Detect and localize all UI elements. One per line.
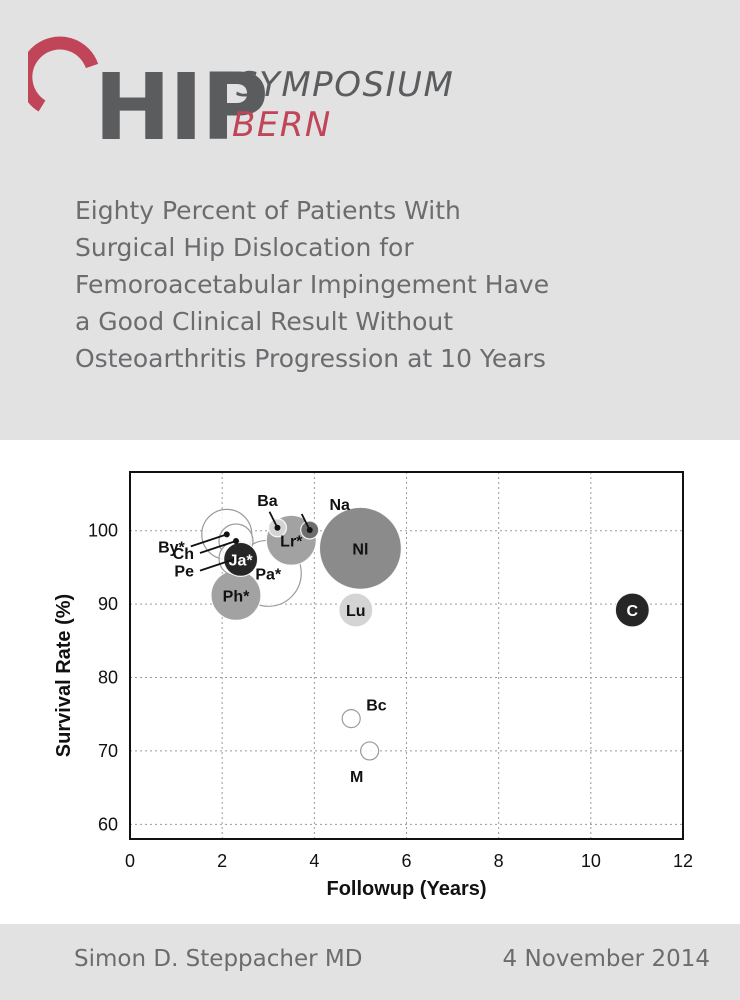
leader-line bbox=[199, 557, 237, 572]
leader-dot bbox=[306, 526, 313, 533]
bubble-label: Ba bbox=[257, 493, 278, 510]
bubble-nl bbox=[318, 506, 403, 590]
leader-dot bbox=[274, 524, 281, 531]
x-tick-label: 10 bbox=[581, 851, 601, 871]
bubble-label: Na bbox=[329, 497, 350, 514]
bubble-label: Ch bbox=[173, 546, 194, 563]
title-line: Surgical Hip Dislocation for bbox=[75, 233, 414, 262]
bubble-label: M bbox=[350, 769, 363, 786]
bubble-label: Lu bbox=[346, 603, 366, 620]
x-axis-label: Followup (Years) bbox=[326, 878, 486, 900]
chart-panel: 0 2 4 6 8 10 12 60 70 80 90 100 By* Ch Pe Pa* Ph* Ja* Ba L… bbox=[0, 440, 740, 924]
bubble-label: C bbox=[627, 603, 639, 620]
title-line: Osteoarthritis Progression at 10 Years bbox=[75, 344, 546, 373]
bubbles bbox=[201, 506, 650, 761]
bubble-label: Pe bbox=[174, 564, 194, 581]
x-tick-label: 0 bbox=[125, 851, 135, 871]
y-tick-label: 90 bbox=[98, 594, 118, 614]
presentation-date: 4 November 2014 bbox=[502, 946, 710, 972]
leader-line bbox=[199, 540, 237, 554]
y-axis-label: Survival Rate (%) bbox=[53, 594, 75, 757]
y-tick-label: 60 bbox=[98, 814, 118, 834]
x-tick-label: 6 bbox=[401, 851, 411, 871]
bubble-label: By* bbox=[158, 539, 185, 556]
title-line: Femoroacetabular Impingement Have bbox=[75, 270, 550, 299]
presentation-title: Eighty Percent of Patients With Surgical… bbox=[75, 192, 715, 377]
hip-symposium-logo: HIP SYMPOSIUM BERN bbox=[28, 28, 468, 154]
bubble-bc bbox=[341, 709, 361, 729]
bubble-ja-star bbox=[223, 541, 259, 577]
logo-hip-text: HIP bbox=[94, 54, 269, 161]
x-tick-label: 12 bbox=[673, 851, 693, 871]
bubble-label: Lr* bbox=[280, 533, 303, 550]
title-line: a Good Clinical Result Without bbox=[75, 307, 454, 336]
leader-lines bbox=[190, 511, 313, 572]
bubble-label: Ja* bbox=[229, 552, 254, 569]
x-tick-label: 8 bbox=[494, 851, 504, 871]
bubble-m bbox=[360, 741, 380, 761]
y-tick-label: 100 bbox=[88, 521, 118, 541]
title-line: Eighty Percent of Patients With bbox=[75, 196, 461, 225]
leader-dot bbox=[223, 531, 230, 538]
x-tick-label: 4 bbox=[309, 851, 319, 871]
bubble-label: Pa* bbox=[255, 566, 282, 583]
bubble-c bbox=[614, 592, 650, 628]
axis-ticks: 0 2 4 6 8 10 12 60 70 80 90 100 bbox=[88, 521, 693, 871]
header: HIP SYMPOSIUM BERN Eighty Percent of Pat… bbox=[0, 0, 740, 440]
logo-bern-text: BERN bbox=[232, 105, 332, 145]
author-name: Simon D. Steppacher MD bbox=[74, 946, 363, 972]
y-tick-label: 70 bbox=[98, 741, 118, 761]
logo-symposium-text: SYMPOSIUM bbox=[236, 65, 455, 105]
plot-frame bbox=[129, 471, 684, 840]
hip-joint-arc-icon bbox=[28, 36, 99, 112]
leader-dot bbox=[232, 555, 239, 562]
bubble-label: Ph* bbox=[223, 588, 250, 605]
leader-line bbox=[190, 533, 228, 548]
bubble-lu bbox=[338, 592, 374, 628]
bubble-label: Nl bbox=[352, 541, 368, 558]
bubble-label: Bc bbox=[366, 698, 387, 715]
y-tick-label: 80 bbox=[98, 668, 118, 688]
leader-dot bbox=[232, 537, 239, 544]
x-tick-label: 2 bbox=[217, 851, 227, 871]
